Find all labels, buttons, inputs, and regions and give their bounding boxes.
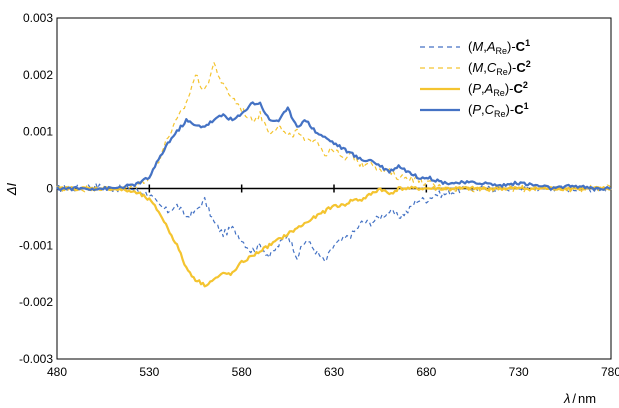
legend-item-3: (P,CRe)-C1 bbox=[420, 101, 529, 119]
legend: (M,ARe)-C1 (M,CRe)-C2 (P,ARe)-C2 (P,CRe)… bbox=[420, 38, 531, 119]
x-axis-unit: nm bbox=[578, 391, 596, 406]
legend-item-2: (P,ARe)-C2 bbox=[420, 80, 528, 98]
y-axis-delta: ΔI bbox=[4, 182, 19, 196]
y-tick-label: 0 bbox=[46, 182, 53, 196]
x-tick-labels: 480 530 580 630 680 730 780 bbox=[47, 365, 619, 379]
x-tick-label: 680 bbox=[416, 365, 436, 379]
y-tick-labels: 0.003 0.002 0.001 0 -0.001 -0.002 -0.003 bbox=[19, 11, 53, 366]
x-axis-lambda: λ bbox=[563, 391, 570, 406]
y-axis-title: ΔI bbox=[4, 182, 19, 196]
legend-label-2: (P,ARe)-C2 bbox=[468, 80, 528, 98]
legend-label-1: (M,CRe)-C2 bbox=[468, 59, 531, 77]
series-line-0 bbox=[56, 182, 612, 263]
x-tick-label: 730 bbox=[509, 365, 529, 379]
y-tick-label: -0.001 bbox=[19, 238, 53, 252]
legend-item-0: (M,ARe)-C1 bbox=[420, 38, 530, 56]
series-line-3 bbox=[56, 101, 611, 192]
x-tick-label: 480 bbox=[47, 365, 67, 379]
legend-label-0: (M,ARe)-C1 bbox=[468, 38, 530, 56]
y-tick-label: 0.002 bbox=[23, 68, 53, 82]
x-tick-label: 780 bbox=[601, 365, 619, 379]
y-tick-label: 0.001 bbox=[23, 125, 53, 139]
legend-item-1: (M,CRe)-C2 bbox=[420, 59, 531, 77]
x-tick-label: 530 bbox=[139, 365, 159, 379]
y-tick-label: -0.002 bbox=[19, 295, 53, 309]
y-tick-label: 0.003 bbox=[23, 11, 53, 25]
x-axis-title: λ / nm bbox=[563, 391, 596, 406]
series-line-2 bbox=[56, 185, 612, 288]
series-layer bbox=[56, 62, 612, 288]
y-tick-label: -0.003 bbox=[19, 352, 53, 366]
x-tick-label: 630 bbox=[324, 365, 344, 379]
legend-label-3: (P,CRe)-C1 bbox=[468, 101, 529, 119]
x-tick-label: 580 bbox=[232, 365, 252, 379]
